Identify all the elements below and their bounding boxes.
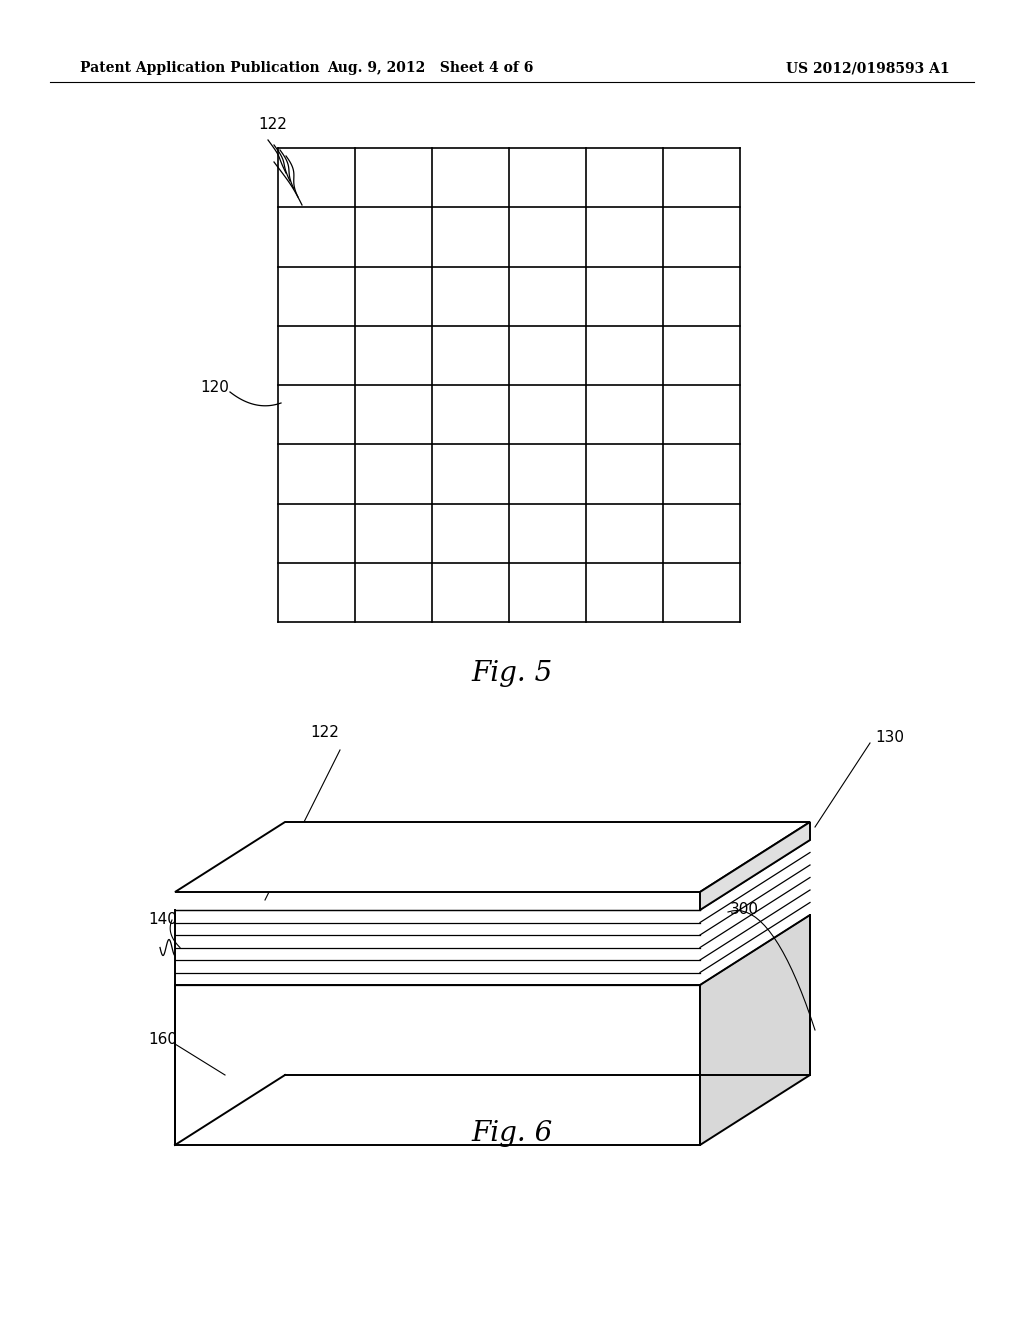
Text: Aug. 9, 2012   Sheet 4 of 6: Aug. 9, 2012 Sheet 4 of 6: [327, 61, 534, 75]
Text: 130: 130: [874, 730, 904, 746]
Text: Fig. 6: Fig. 6: [471, 1119, 553, 1147]
Text: US 2012/0198593 A1: US 2012/0198593 A1: [786, 61, 950, 75]
Text: 120: 120: [200, 380, 229, 396]
Polygon shape: [700, 915, 810, 1144]
Text: 300: 300: [730, 903, 759, 917]
Text: Patent Application Publication: Patent Application Publication: [80, 61, 319, 75]
Polygon shape: [700, 822, 810, 909]
Text: 122: 122: [310, 725, 339, 741]
Polygon shape: [175, 985, 700, 1144]
Text: 122: 122: [258, 117, 287, 132]
Text: Fig. 5: Fig. 5: [471, 660, 553, 686]
Polygon shape: [175, 822, 810, 892]
Text: 140: 140: [148, 912, 177, 928]
Text: 160: 160: [148, 1032, 177, 1048]
